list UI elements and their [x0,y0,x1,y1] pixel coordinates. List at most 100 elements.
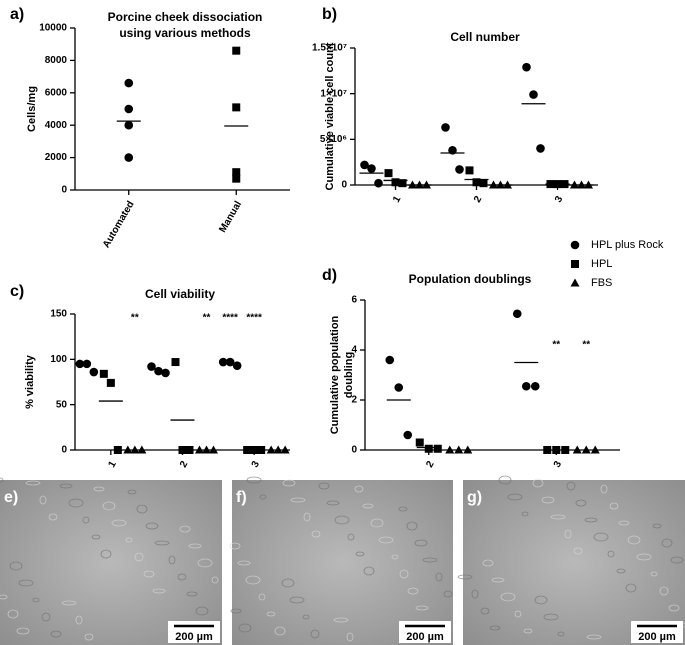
cell-texture [188,543,202,549]
cell-texture [670,556,684,564]
x-tick-label: 3 [552,459,565,470]
data-point [403,430,413,440]
data-point [374,178,383,188]
panel-label: f) [236,489,247,506]
cell-texture [177,573,187,581]
legend-marker [570,278,580,287]
cell-texture [333,617,349,623]
y-tick-label: 4000 [45,120,68,131]
cell-texture [557,631,565,637]
data-point [415,438,424,447]
data-point [455,165,464,174]
cell-texture [75,615,83,625]
cell-texture [668,604,680,612]
cell-texture [195,606,209,616]
cell-texture [586,634,602,640]
data-point [257,446,266,454]
x-tick-label: 3 [250,459,263,470]
y-tick-label: 10000 [39,23,67,34]
cell-texture [68,498,84,508]
cell-texture [407,587,419,595]
y-tick-label: 1.5×10⁷ [312,43,347,54]
y-axis-label: Cells/mg [26,86,38,132]
cell-texture [609,502,619,510]
cell-texture [82,516,90,524]
x-tick-label: 3 [553,194,566,205]
data-point [106,378,115,387]
cell-texture [7,609,19,619]
data-point [280,445,290,454]
cell-texture [399,569,409,579]
cell-texture [443,590,453,598]
legend-label: HPL plus Rock [591,239,664,251]
data-point [195,445,204,454]
y-tick-label: 0 [61,185,67,196]
cell-texture [237,560,251,566]
panel-label: e) [4,489,18,506]
y-tick-label: 1×10⁷ [320,88,347,99]
data-point [124,120,134,130]
cell-texture [564,529,572,539]
data-point [232,46,241,55]
legend-marker [570,240,580,250]
data-point [171,358,180,367]
cell-texture [334,515,350,525]
x-tick-label: 1 [391,194,404,205]
cell-texture [302,614,310,620]
cell-texture [25,480,41,486]
cell-texture [282,479,296,487]
cell-texture [414,539,428,547]
cell-texture [616,568,626,574]
data-point [472,178,481,187]
significance: ** [203,313,211,324]
data-point [75,359,85,369]
data-point [113,446,122,454]
cell-texture [125,537,133,543]
cell-texture [259,494,267,500]
cell-texture [355,551,365,557]
cell-texture [303,512,311,522]
cell-texture [266,611,276,617]
cell-texture [229,542,241,550]
cell-texture [32,597,40,603]
cell-texture [593,532,609,542]
cell-texture [575,499,587,507]
data-point [521,381,531,391]
y-tick-label: 4 [351,345,357,356]
cell-texture [370,518,384,528]
data-point [445,445,455,454]
data-point [367,164,376,173]
cell-texture [152,588,166,594]
y-tick-label: 0 [351,445,357,456]
cell-texture [61,600,77,606]
cell-texture [59,483,73,489]
cell-texture [238,623,252,633]
significance: ** [582,340,590,351]
cell-texture [498,475,512,485]
cell-texture [636,553,652,561]
x-tick-label: 2 [472,194,485,205]
data-point [161,368,170,378]
cell-texture [363,566,375,576]
cell-texture [310,629,320,639]
cell-texture [573,547,583,555]
data-point [552,446,561,454]
data-point [130,445,140,454]
cell-texture [346,632,354,642]
data-point [398,179,407,188]
significance: ** [552,340,560,351]
cell-texture [154,540,170,546]
chart-title: Population doublings [409,272,532,286]
cell-texture [650,571,658,577]
cell-texture [584,517,598,523]
cell-texture [290,497,306,503]
cell-texture [289,596,305,604]
cell-texture [143,570,155,578]
panel-label: b) [322,6,337,23]
cell-texture [41,612,51,622]
cell-texture [0,477,4,483]
data-point [123,445,133,454]
data-point [454,445,464,454]
cell-texture [489,625,501,631]
cell-texture [48,513,58,521]
